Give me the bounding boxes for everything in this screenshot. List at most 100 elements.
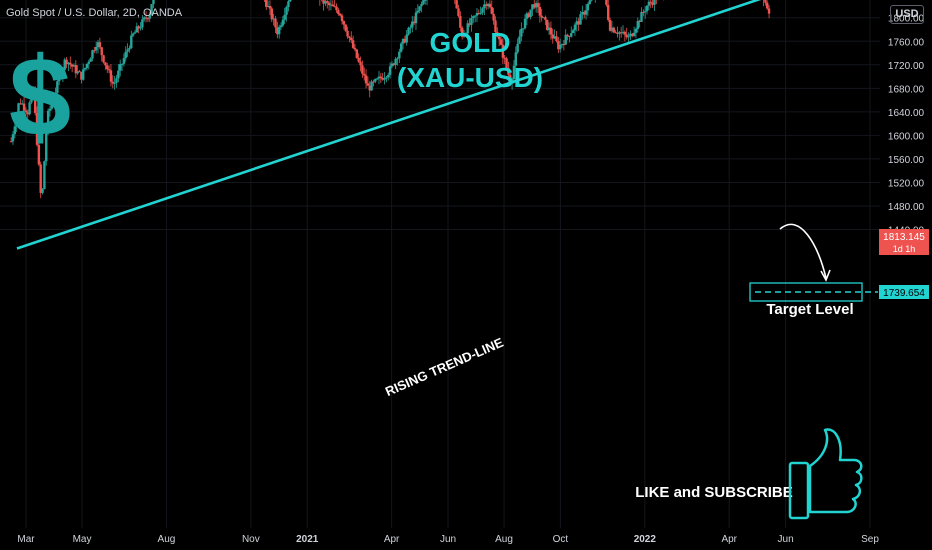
candle-body xyxy=(39,164,42,193)
candle-body xyxy=(363,73,366,76)
candle-body xyxy=(370,81,373,91)
candle-body xyxy=(41,188,44,193)
trend-line-segment[interactable] xyxy=(16,0,859,250)
currency-button[interactable]: USD xyxy=(890,5,924,24)
candle-body xyxy=(459,16,462,28)
svg-text:$: $ xyxy=(9,34,71,159)
candle-body xyxy=(324,1,327,4)
candle-body xyxy=(418,6,421,11)
candle-body xyxy=(398,51,401,59)
candle-body xyxy=(390,63,394,67)
candle-body xyxy=(636,20,640,29)
candle-body xyxy=(455,0,458,9)
candle-body xyxy=(588,0,591,5)
candle-body xyxy=(608,19,612,31)
candle-body xyxy=(642,11,645,13)
x-tick-label: 2021 xyxy=(296,534,319,545)
candle-body xyxy=(551,34,554,39)
time-axis[interactable]: Mar May Aug Nov 2021 Apr Jun Aug Oct 2022 Apr Jun Se… xyxy=(17,534,879,545)
candle-body xyxy=(133,32,137,34)
candle-body xyxy=(85,63,89,68)
candle-body xyxy=(536,3,540,7)
symbol-header[interactable]: Gold Spot / U.S. Dollar, 2D, OANDA xyxy=(6,7,183,19)
candle-body xyxy=(327,2,331,5)
candle-body xyxy=(499,39,503,45)
rising-trend-line[interactable] xyxy=(16,0,859,250)
candle-body xyxy=(416,10,420,13)
candle-body xyxy=(364,75,368,84)
y-tick-label: 1640.00 xyxy=(888,108,925,119)
chart-title-line2: (XAU-USD) xyxy=(397,62,543,93)
candle-body xyxy=(70,64,74,67)
candle-body xyxy=(74,65,78,74)
thumbs-up-icon[interactable] xyxy=(788,428,863,520)
candle-body xyxy=(265,0,268,7)
candle-body xyxy=(581,12,584,15)
candle-body xyxy=(549,27,553,35)
candle-body xyxy=(338,13,342,16)
candle-body xyxy=(516,43,519,53)
candle-body xyxy=(586,4,590,11)
candle-body xyxy=(50,103,53,109)
candle-body xyxy=(625,34,628,38)
candle-body xyxy=(481,8,484,13)
candle-body xyxy=(492,13,495,21)
candle-body xyxy=(342,21,346,25)
candle-body xyxy=(109,70,113,82)
candle-body xyxy=(152,0,155,5)
candle-body xyxy=(340,15,344,22)
candle-body xyxy=(651,2,654,5)
candle-body xyxy=(359,61,362,66)
candle-body xyxy=(547,27,551,30)
forecast-arrow-head xyxy=(820,269,831,282)
candle-body xyxy=(568,36,571,38)
x-tick-label: Aug xyxy=(495,534,513,545)
candle-body xyxy=(9,141,13,143)
candle-body xyxy=(287,1,290,8)
candle-body xyxy=(571,30,575,34)
candle-body xyxy=(72,65,76,67)
candle-body xyxy=(277,27,281,35)
candle-body xyxy=(584,10,588,15)
candle-body xyxy=(37,144,41,165)
candle-body xyxy=(322,0,325,4)
candle-body xyxy=(544,17,547,20)
candle-body xyxy=(653,0,656,5)
candle-body xyxy=(52,99,55,104)
candle-body xyxy=(381,78,384,80)
candle-body xyxy=(22,103,26,111)
candle-body xyxy=(623,31,627,35)
candle-body xyxy=(766,2,769,9)
y-tick-label: 1520.00 xyxy=(888,178,925,189)
candle-body xyxy=(115,78,118,83)
candle-body xyxy=(111,81,115,84)
candle-body xyxy=(531,4,534,10)
candle-body xyxy=(520,28,523,37)
candle-body xyxy=(577,21,580,25)
candle-body xyxy=(488,3,492,8)
candle-body xyxy=(399,43,403,52)
x-tick-label: Aug xyxy=(158,534,176,545)
candle-body xyxy=(289,0,292,2)
candle-body xyxy=(645,5,649,12)
y-tick-label: 1760.00 xyxy=(888,37,925,48)
candle-body xyxy=(113,82,116,84)
candle-body xyxy=(13,126,17,135)
candle-body xyxy=(466,23,469,34)
target-level-label: Target Level xyxy=(766,301,853,318)
candle-body xyxy=(120,63,124,65)
candle-body xyxy=(485,4,488,6)
candle-body xyxy=(35,112,39,145)
candle-body xyxy=(557,41,560,50)
candle-body xyxy=(542,17,545,19)
candle-body xyxy=(527,13,530,17)
candle-body xyxy=(26,112,29,115)
candle-body xyxy=(638,20,641,22)
candle-body xyxy=(631,33,634,36)
candle-body xyxy=(48,108,52,111)
candle-body xyxy=(509,74,512,84)
candle-body xyxy=(401,38,405,44)
candle-body xyxy=(525,13,529,19)
target-level-box[interactable] xyxy=(749,282,878,302)
